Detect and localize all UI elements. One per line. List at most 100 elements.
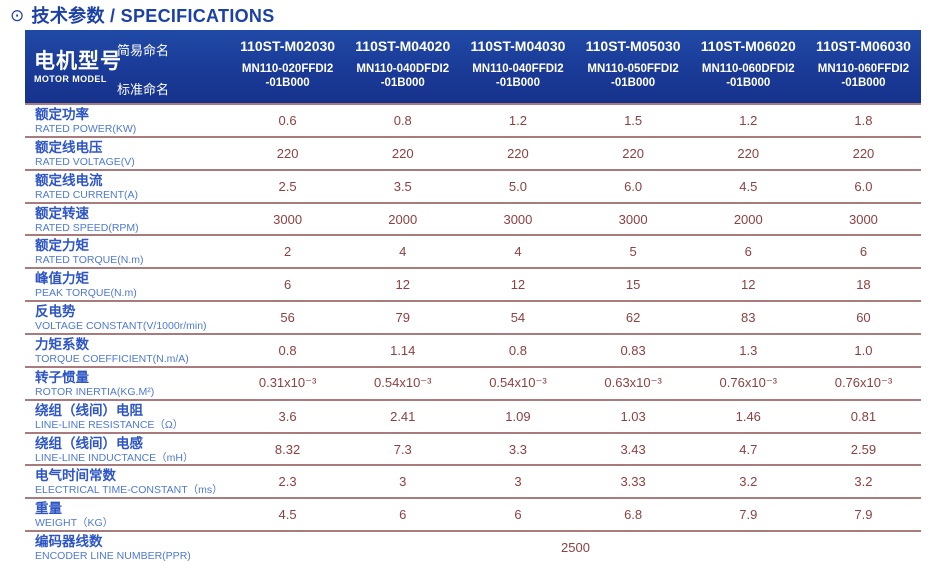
spec-value: 1.2 — [508, 112, 527, 128]
row-label: 力矩系数 TORQUE COEFFICIENT(N.m/A) — [25, 335, 230, 366]
spec-row: 重量 WEIGHT（KG） 4.5 6 6 6.8 7.9 7.9 — [25, 497, 921, 530]
row-cells: 2.3 3 3 3.33 3.2 3.2 — [230, 466, 921, 497]
row-cells: 2500 — [230, 532, 921, 563]
row-label: 额定线电流 RATED CURRENT(A) — [25, 171, 230, 202]
spec-row: 力矩系数 TORQUE COEFFICIENT(N.m/A) 0.8 1.14 0.… — [25, 333, 921, 366]
spec-value: 3000 — [848, 211, 878, 227]
spec-value: 0.31x10⁻³ — [258, 375, 317, 391]
page-title-text: 技术参数 / SPECIFICATIONS — [31, 6, 275, 26]
spec-value: 3 — [514, 474, 522, 490]
spec-value: 0.8 — [508, 342, 527, 358]
spec-value: 7.3 — [393, 441, 412, 457]
spec-row: 编码器线数 ENCODER LINE NUMBER(PPR) 2500 — [25, 530, 921, 563]
motor-model-header: 电机型号 MOTOR MODEL — [25, 30, 121, 103]
standard-model-name-line1: MN110-040FFDI2 — [472, 63, 564, 75]
standard-model-name-line2: -01B000 — [726, 76, 771, 89]
simple-name-label: 简易命名 — [117, 43, 170, 58]
standard-model-name-line1: MN110-050FFDI2 — [587, 63, 679, 75]
row-label-en: PEAK TORQUE(N.m) — [35, 287, 137, 300]
spec-value: 4.5 — [278, 507, 297, 523]
simple-model-name: 110ST-M04020 — [355, 38, 451, 54]
spec-row: 绕组（线间）电感 LINE-LINE INDUCTANCE（mH） 8.32 7.… — [25, 431, 921, 465]
spec-value: 6 — [744, 244, 752, 260]
page-title: ⊙ 技术参数 / SPECIFICATIONS — [10, 2, 275, 28]
spec-value: 3 — [399, 474, 407, 490]
spec-value: 7.9 — [739, 507, 758, 523]
row-label-en: VOLTAGE CONSTANT(V/1000r/min) — [35, 320, 207, 333]
row-cells: 2.5 3.5 5.0 6.0 4.5 6.0 — [230, 171, 921, 202]
row-label-en: RATED TORQUE(N.m) — [35, 254, 144, 267]
row-label-en: LINE-LINE INDUCTANCE（mH） — [35, 451, 194, 464]
spec-value: 3.43 — [620, 441, 646, 457]
standard-model-name-line1: MN110-020FFDI2 — [241, 63, 334, 75]
spec-value: 8.32 — [274, 441, 301, 457]
spec-value: 6 — [514, 507, 522, 523]
spec-value: 4 — [399, 244, 407, 260]
table-header: 电机型号 MOTOR MODEL 简易命名 标准命名 110ST-M02030 … — [25, 30, 921, 103]
row-label-en: ENCODER LINE NUMBER(PPR) — [35, 550, 191, 563]
row-cells: 0.8 1.14 0.8 0.83 1.3 1.0 — [230, 335, 921, 366]
row-label-zh: 转子惯量 — [35, 369, 89, 385]
row-label-zh: 绕组（线间）电阻 — [35, 402, 143, 418]
row-label: 电气时间常数 ELECTRICAL TIME-CONSTANT（ms） — [25, 466, 230, 497]
spec-value: 56 — [280, 310, 295, 326]
spec-value: 5 — [629, 244, 637, 260]
spec-row: 额定线电流 RATED CURRENT(A) 2.5 3.5 5.0 6.0 4.5 6.… — [25, 168, 921, 202]
spec-table: 电机型号 MOTOR MODEL 简易命名 标准命名 110ST-M02030 … — [25, 30, 921, 563]
spec-value: 2500 — [561, 540, 590, 556]
spec-value: 0.54x10⁻³ — [489, 375, 547, 391]
spec-value: 2 — [283, 244, 292, 260]
spec-value: 54 — [510, 310, 526, 326]
column-header: 110ST-M06030 MN110-060FFDI2 -01B000 — [806, 30, 921, 103]
spec-value: 4.7 — [739, 441, 758, 457]
spec-value: 12 — [395, 277, 410, 293]
spec-row: 反电势 VOLTAGE CONSTANT(V/1000r/min) 56 79 54… — [25, 300, 921, 333]
row-label-en: WEIGHT（KG） — [35, 517, 114, 530]
row-cells: 3.6 2.41 1.09 1.03 1.46 0.81 — [230, 401, 921, 432]
row-cells: 6 12 12 15 12 18 — [230, 269, 921, 300]
spec-value: 6.8 — [624, 507, 643, 523]
row-label-en: LINE-LINE RESISTANCE（Ω） — [35, 418, 184, 431]
spec-value: 3000 — [618, 211, 648, 227]
row-label-en: ROTOR INERTIA(KG.M²) — [35, 385, 155, 398]
spec-value: 4 — [514, 244, 522, 260]
name-type-labels: 简易命名 标准命名 — [115, 30, 230, 103]
row-label: 峰值力矩 PEAK TORQUE(N.m) — [25, 269, 230, 300]
row-label-zh: 峰值力矩 — [35, 271, 89, 287]
row-label-en: TORQUE COEFFICIENT(N.m/A) — [35, 353, 189, 366]
spec-row: 额定转速 RATED SPEED(RPM) 3000 2000 3000 3000 20… — [25, 201, 921, 235]
spec-value: 6.0 — [624, 178, 643, 194]
spec-value: 83 — [741, 310, 756, 326]
row-label-en: ELECTRICAL TIME-CONSTANT（ms） — [35, 484, 223, 497]
circled-dot-icon: ⊙ — [10, 5, 25, 25]
row-cells: 8.32 7.3 3.3 3.43 4.7 2.59 — [230, 434, 921, 465]
spec-value: 62 — [625, 310, 641, 326]
row-label-zh: 绕组（线间）电感 — [35, 435, 143, 451]
spec-value: 1.03 — [620, 408, 646, 424]
row-cells: 0.6 0.8 1.2 1.5 1.2 1.8 — [230, 105, 921, 136]
standard-model-name-line2: -01B000 — [380, 76, 425, 89]
standard-model-name-line2: -01B000 — [265, 76, 310, 89]
standard-model-name-line2: -01B000 — [611, 76, 656, 89]
spec-value: 5.0 — [508, 178, 527, 194]
table-rows: 额定功率 RATED POWER(KW) 0.6 0.8 1.2 1.5 1.2 1.8 … — [25, 103, 921, 563]
spec-value: 3.2 — [854, 474, 873, 490]
spec-value: 1.5 — [624, 112, 643, 128]
row-label-en: RATED POWER(KW) — [35, 123, 137, 135]
row-label: 编码器线数 ENCODER LINE NUMBER(PPR) — [25, 532, 230, 563]
spec-value: 0.83 — [620, 342, 646, 358]
spec-value: 3.6 — [278, 408, 297, 424]
spec-value: 220 — [737, 145, 760, 161]
spec-value: 1.0 — [854, 342, 873, 358]
column-headers: 110ST-M02030 MN110-020FFDI2 -01B000 110S… — [230, 30, 921, 103]
row-label-zh: 电气时间常数 — [35, 468, 116, 484]
spec-value: 6 — [399, 507, 407, 523]
spec-value: 0.54x10⁻³ — [374, 375, 432, 391]
row-cells: 0.31x10⁻³ 0.54x10⁻³ 0.54x10⁻³ 0.63x10⁻³ 0.76… — [230, 368, 921, 399]
spec-value: 0.6 — [278, 112, 297, 128]
row-label: 转子惯量 ROTOR INERTIA(KG.M²) — [25, 368, 230, 399]
row-label: 额定线电压 RATED VOLTAGE(V) — [25, 138, 230, 169]
standard-model-name-line1: MN110-060DFDI2 — [701, 63, 795, 75]
spec-value: 3.5 — [393, 178, 412, 194]
spec-value: 2.5 — [278, 178, 297, 194]
